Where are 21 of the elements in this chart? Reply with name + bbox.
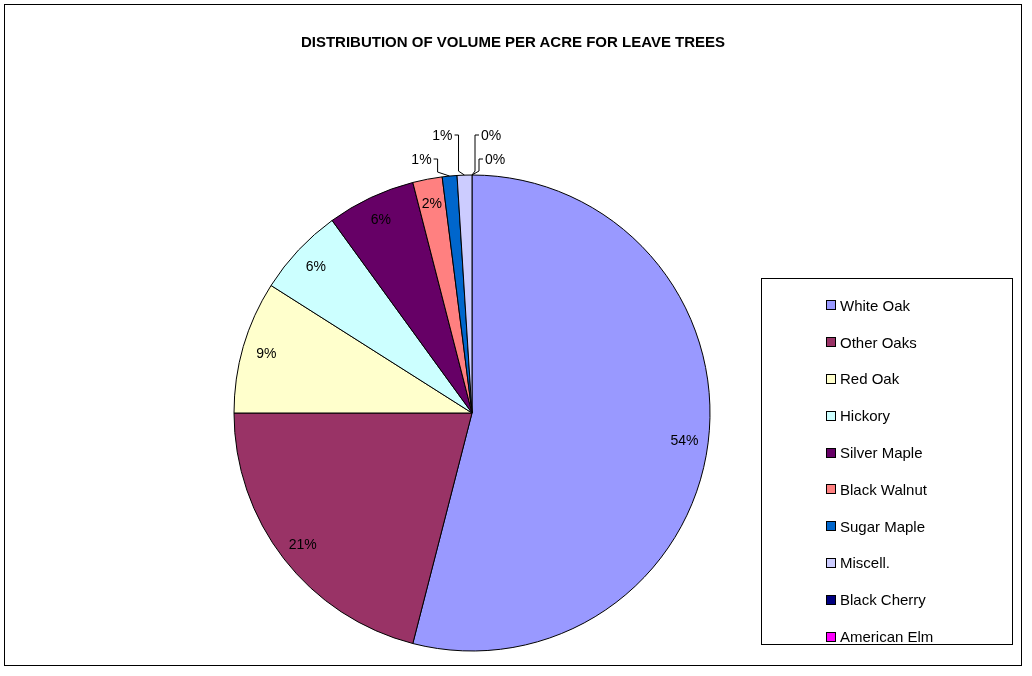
data-label: 6%	[370, 211, 391, 228]
data-label: 54%	[670, 431, 699, 448]
legend-label: Hickory	[840, 407, 891, 425]
data-label: 9%	[256, 345, 277, 362]
legend-label: Silver Maple	[840, 444, 923, 462]
text: 0%	[485, 151, 506, 167]
legend-label: Sugar Maple	[840, 517, 926, 535]
legend-label: Black Walnut	[840, 480, 927, 498]
legend-label: White Oak	[840, 296, 911, 314]
data-label: 1%	[411, 151, 432, 167]
legend-label: Black Cherry	[840, 591, 926, 609]
text: 0%	[481, 127, 502, 143]
data-label: 21%	[288, 536, 317, 553]
data-label: 1%	[432, 127, 453, 143]
legend-label: Other Oaks	[840, 333, 917, 351]
data-label: 6%	[305, 258, 326, 275]
legend-label: American Elm	[840, 628, 934, 646]
legend-label: Red Oak	[840, 370, 900, 388]
chart-title: DISTRIBUTION OF VOLUME PER ACRE FOR LEAVE TREES	[299, 33, 727, 50]
legend-label: Miscell.	[840, 554, 891, 572]
data-label: 2%	[421, 194, 442, 211]
